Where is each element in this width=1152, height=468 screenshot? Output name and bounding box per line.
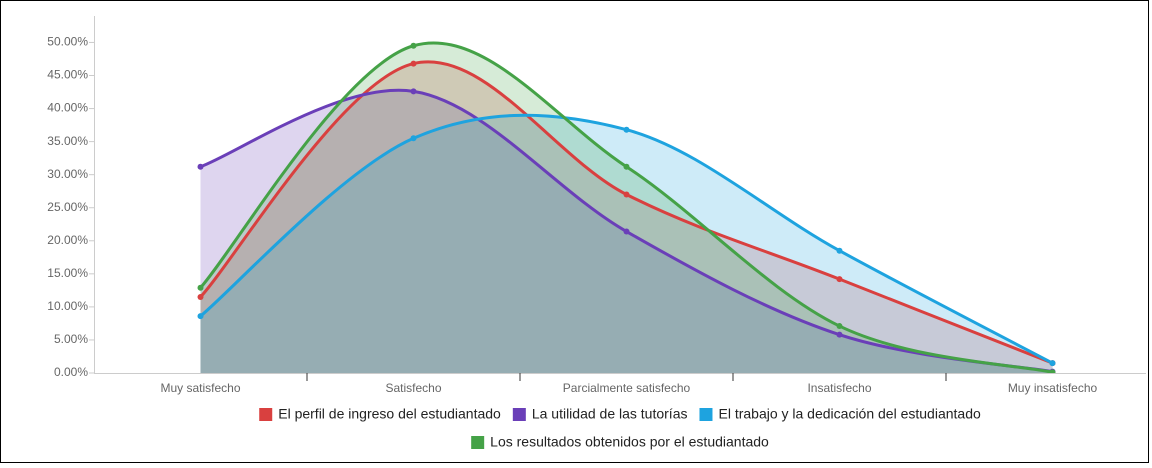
point [410,60,417,67]
y-tick-label: 45.00% [47,68,88,82]
y-tick-label: 25.00% [47,200,88,214]
x-tick-label: Muy insatisfecho [1008,381,1098,395]
legend-label: Los resultados obtenidos por el estudian… [490,434,769,450]
point [623,228,630,235]
y-tick-label: 30.00% [47,167,88,181]
legend-item: La utilidad de las tutorías [512,406,688,422]
legend-item: El perfil de ingreso del estudiantado [259,406,501,422]
area [200,115,1053,373]
y-tick-label: 5.00% [54,332,88,346]
point [836,276,843,283]
y-tick-label: 20.00% [47,233,88,247]
legend-swatch [699,408,713,421]
x-tick-label: Parcialmente satisfecho [563,381,691,395]
point [836,247,843,254]
point [197,313,204,320]
y-tick-label: 10.00% [47,299,88,313]
y-tick-label: 15.00% [47,266,88,280]
x-tick-label: Satisfecho [385,381,441,395]
y-tick-label: 50.00% [47,35,88,49]
point [410,88,417,95]
point [197,163,204,170]
legend-item: El trabajo y la dedicación del estudiant… [699,406,981,422]
point [623,191,630,198]
legend-label: El perfil de ingreso del estudiantado [278,406,501,422]
point [836,323,843,330]
point [1049,360,1056,367]
x-tick-label: Muy satisfecho [160,381,240,395]
point [197,293,204,300]
legend-label: El trabajo y la dedicación del estudiant… [718,406,981,422]
plot [197,41,1056,373]
point [197,284,204,291]
legend-swatch [512,408,526,421]
point [623,126,630,133]
point [623,163,630,170]
line [199,41,1053,373]
point [1049,369,1056,373]
point [410,135,417,142]
legend-swatch [259,408,273,421]
area [200,42,1053,373]
x-tick-label: Insatisfecho [807,381,871,395]
point [836,331,843,338]
point [410,42,417,49]
y-tick-label: 35.00% [47,134,88,148]
y-tick-label: 0.00% [54,365,88,379]
y-tick-label: 40.00% [47,101,88,115]
legend-label: La utilidad de las tutorías [532,406,688,422]
legend-item: Los resultados obtenidos por el estudian… [471,434,769,450]
legend-swatch [471,436,485,449]
line [199,60,1054,365]
